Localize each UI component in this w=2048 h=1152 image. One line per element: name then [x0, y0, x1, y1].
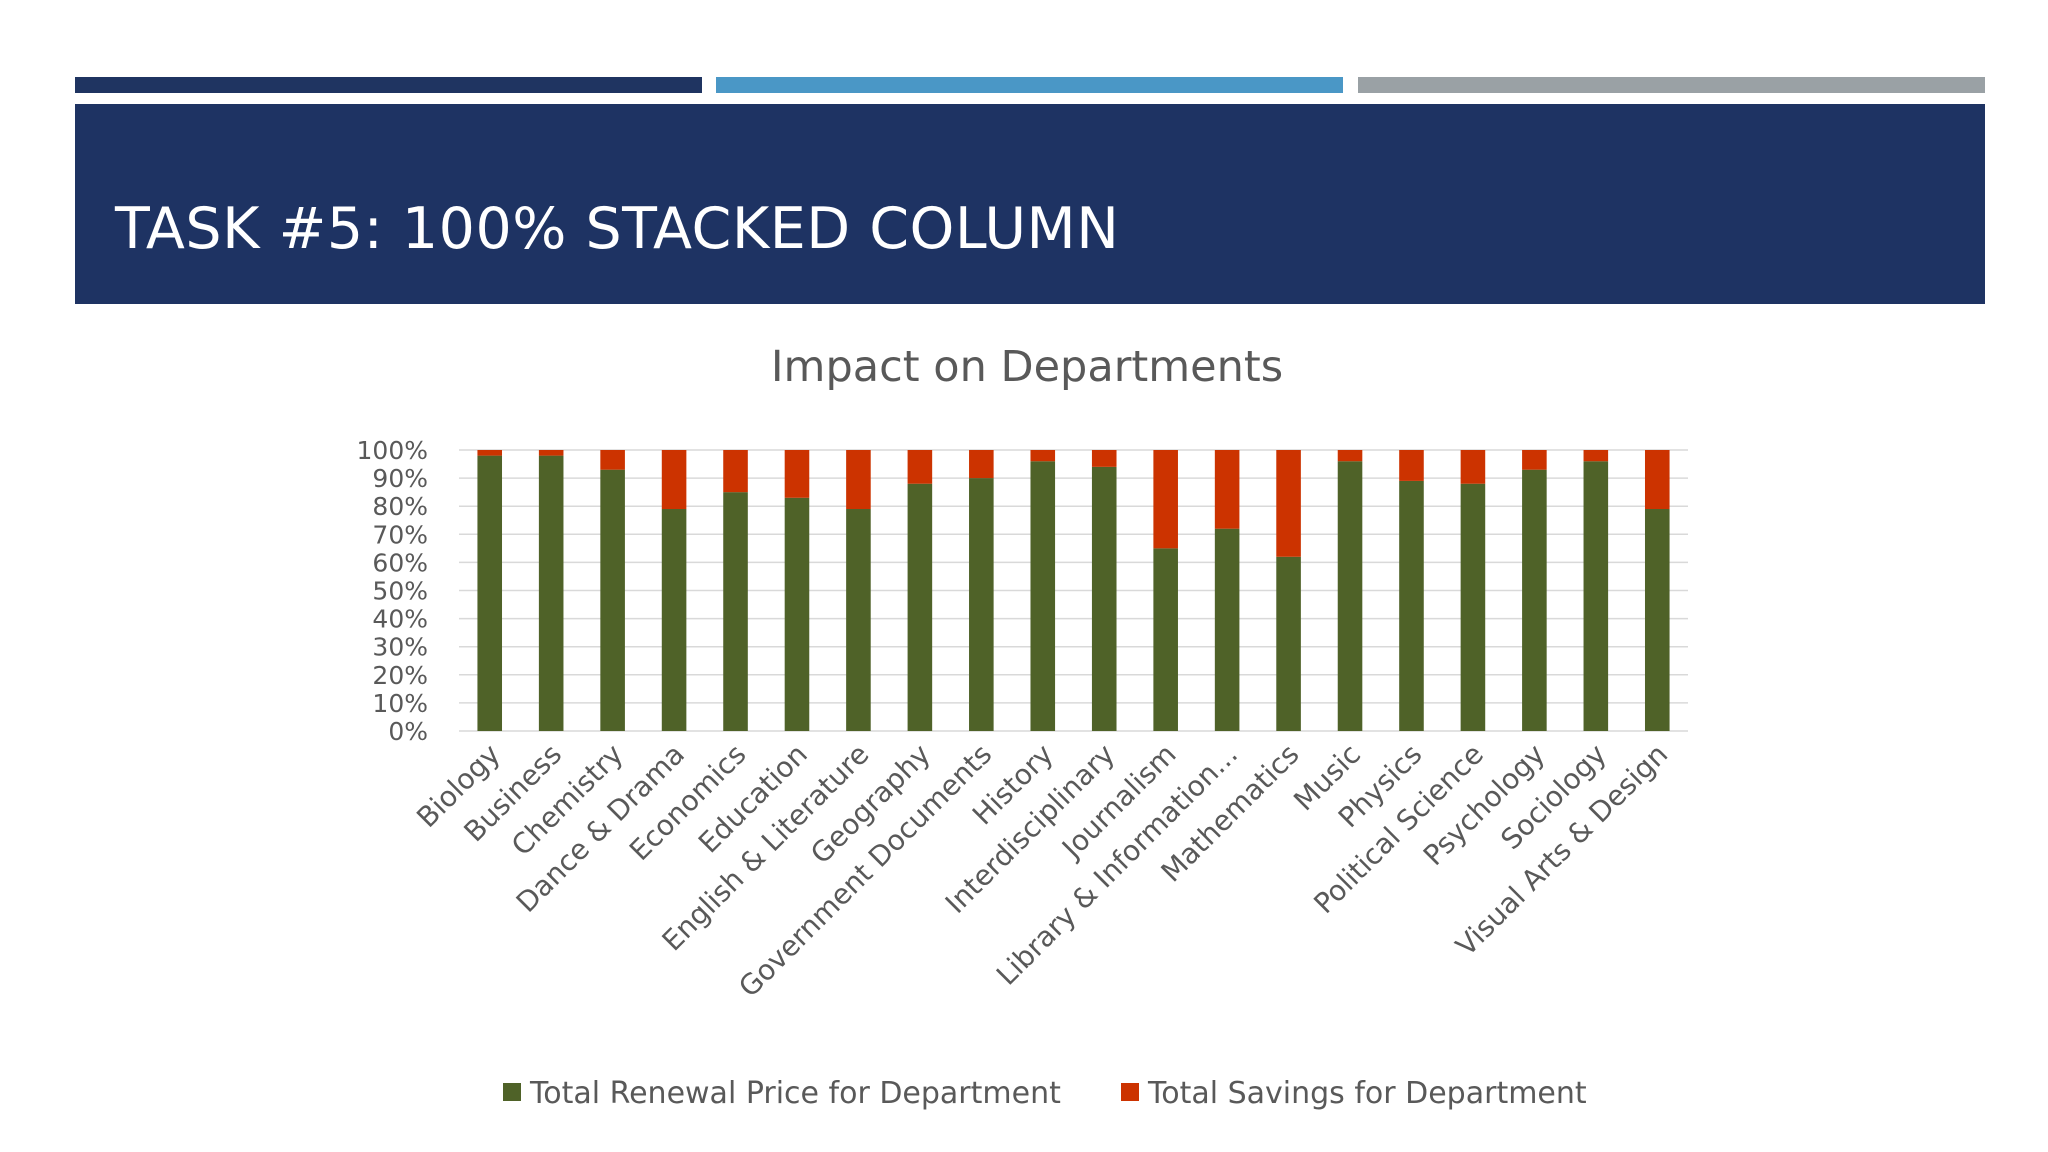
bar-segment-renewal	[1091, 466, 1117, 731]
legend-label: Total Renewal Price for Department	[529, 1076, 1061, 1111]
bar-segment-renewal	[1522, 469, 1547, 731]
chart-title: Impact on Departments	[771, 342, 1283, 392]
bar-segment-renewal	[600, 469, 625, 731]
bar-segment-renewal	[1337, 461, 1363, 731]
bar-segment-savings	[1522, 450, 1547, 470]
bar-segment-savings	[1214, 450, 1240, 529]
y-tick-label: 80%	[372, 492, 428, 521]
y-tick-label: 70%	[372, 520, 428, 549]
bar-segment-savings	[1153, 450, 1178, 549]
bar-segment-savings	[1337, 450, 1363, 462]
y-tick-label: 20%	[372, 661, 428, 690]
bar-segment-savings	[723, 450, 748, 493]
title-band: TASK #5: 100% STACKED COLUMN	[75, 104, 1985, 304]
bar-segment-renewal	[969, 478, 994, 731]
accent-bar-gray	[1358, 77, 1985, 93]
bar-segment-renewal	[1644, 509, 1670, 731]
y-tick-label: 100%	[357, 436, 428, 465]
y-tick-label: 40%	[372, 605, 428, 634]
bar-segment-savings	[1399, 450, 1424, 481]
bar-segment-savings	[1583, 450, 1609, 462]
bar-segment-savings	[1460, 450, 1486, 484]
bar-segment-renewal	[784, 497, 810, 731]
slide-title: TASK #5: 100% STACKED COLUMN	[115, 196, 1120, 262]
bar-segment-savings	[538, 450, 564, 456]
y-tick-label: 10%	[372, 689, 428, 718]
bar-segment-renewal	[1214, 528, 1240, 731]
bar-segment-savings	[600, 450, 625, 470]
bar-segment-renewal	[1460, 483, 1486, 731]
bar-segment-renewal	[538, 455, 564, 731]
bar-segment-renewal	[723, 492, 748, 731]
bar-segment-renewal	[1153, 548, 1178, 731]
y-axis-ticks: 0%10%20%30%40%50%60%70%80%90%100%	[357, 436, 428, 746]
legend-swatch	[503, 1083, 521, 1101]
bars	[477, 450, 1670, 731]
legend-swatch	[1121, 1083, 1139, 1101]
bar-segment-savings	[1030, 450, 1056, 462]
bar-segment-renewal	[477, 455, 503, 731]
bar-segment-savings	[784, 450, 810, 498]
y-tick-label: 30%	[372, 633, 428, 662]
bar-segment-savings	[907, 450, 933, 484]
legend-label: Total Savings for Department	[1147, 1076, 1587, 1111]
bar-segment-savings	[661, 450, 687, 510]
bar-segment-renewal	[1583, 461, 1609, 731]
bar-segment-savings	[1644, 450, 1670, 510]
gridlines	[459, 449, 1688, 732]
bar-segment-renewal	[907, 483, 933, 731]
bar-segment-renewal	[1030, 461, 1056, 731]
bar-segment-renewal	[846, 509, 871, 731]
accent-bar-blue	[716, 77, 1343, 93]
bar-segment-savings	[846, 450, 871, 510]
y-tick-label: 90%	[372, 464, 428, 493]
bar-segment-renewal	[661, 509, 687, 731]
y-tick-label: 60%	[372, 548, 428, 577]
y-tick-label: 0%	[388, 717, 428, 746]
bar-segment-savings	[1091, 450, 1117, 467]
bar-segment-renewal	[1399, 480, 1424, 731]
y-tick-label: 50%	[372, 577, 428, 606]
bar-segment-renewal	[1276, 556, 1301, 731]
legend: Total Renewal Price for Department Total …	[503, 1076, 1587, 1111]
bar-segment-savings	[1276, 450, 1301, 557]
bar-segment-savings	[477, 450, 503, 456]
accent-bar-navy	[75, 77, 702, 93]
bar-segment-savings	[969, 450, 994, 479]
